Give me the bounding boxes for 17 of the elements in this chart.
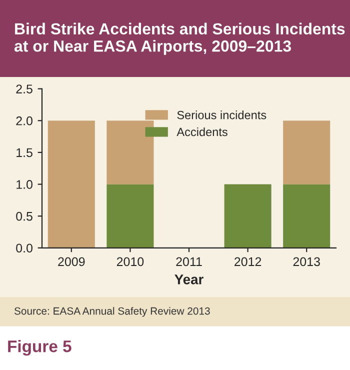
y-tick-label: 1.5 [16, 148, 32, 158]
source-note: Source: EASA Annual Safety Review 2013 [14, 307, 210, 317]
x-tick-label: 2013 [293, 257, 320, 266]
x-tick-label: 2009 [58, 257, 85, 266]
x-tick-label: 2011 [176, 257, 202, 266]
y-tick-label: 2.5 [16, 84, 32, 94]
legend-label: Accidents [176, 127, 228, 136]
x-tick-label: 2012 [234, 257, 262, 266]
y-tick-label: 0.5 [16, 212, 32, 221]
chart-title: Bird Strike Accidents and Serious Incidents at or Near EASA Airports, 2009–2013 [14, 22, 345, 55]
legend-label: Serious incidents [177, 110, 266, 120]
y-tick-label: 2.0 [16, 116, 32, 126]
y-tick-label: 1.0 [16, 180, 32, 189]
caption: Figure 5 [8, 340, 72, 356]
x-tick-label: 2010 [116, 257, 144, 266]
x-axis-title: Year [174, 274, 204, 284]
y-tick-label: 0.0 [16, 244, 32, 253]
